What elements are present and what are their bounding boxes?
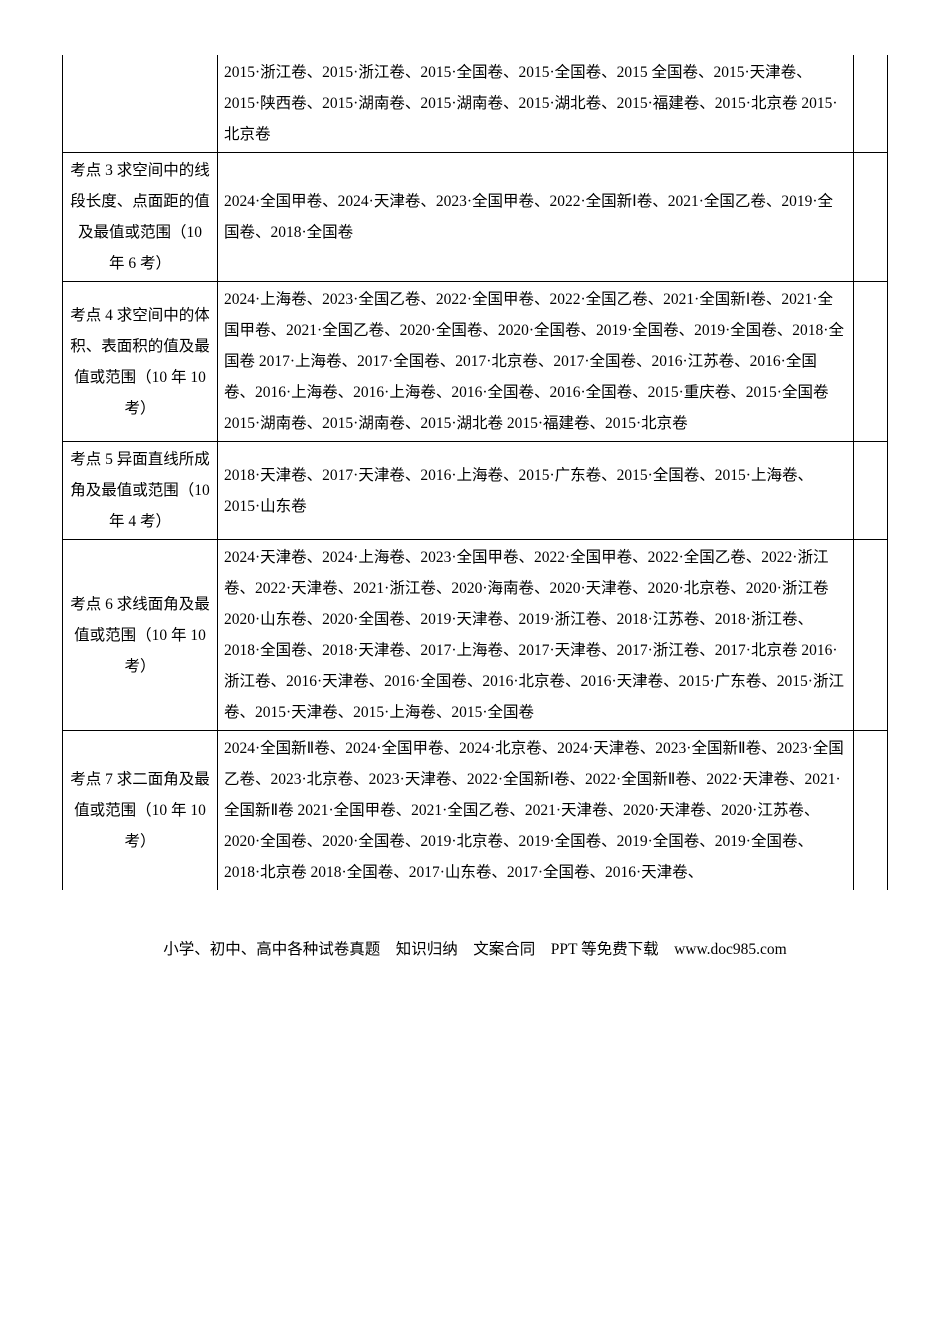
row-content: 2024·天津卷、2024·上海卷、2023·全国甲卷、2022·全国甲卷、20… — [218, 540, 854, 731]
row-tail — [854, 442, 888, 540]
footer-url: www.doc985.com — [674, 941, 787, 958]
row-label: 考点 7 求二面角及最值或范围（10 年 10 考） — [63, 731, 218, 891]
row-content: 2024·全国甲卷、2024·天津卷、2023·全国甲卷、2022·全国新Ⅰ卷、… — [218, 153, 854, 282]
row-label: 考点 6 求线面角及最值或范围（10 年 10 考） — [63, 540, 218, 731]
footer-text: 小学、初中、高中各种试卷真题 知识归纳 文案合同 PPT 等免费下载 — [163, 941, 674, 958]
table-row: 考点 6 求线面角及最值或范围（10 年 10 考） 2024·天津卷、2024… — [63, 540, 888, 731]
row-tail — [854, 282, 888, 442]
row-label — [63, 55, 218, 153]
row-content: 2024·全国新Ⅱ卷、2024·全国甲卷、2024·北京卷、2024·天津卷、2… — [218, 731, 854, 891]
page-footer: 小学、初中、高中各种试卷真题 知识归纳 文案合同 PPT 等免费下载 www.d… — [62, 938, 888, 963]
row-content: 2024·上海卷、2023·全国乙卷、2022·全国甲卷、2022·全国乙卷、2… — [218, 282, 854, 442]
exam-points-table: 2015·浙江卷、2015·浙江卷、2015·全国卷、2015·全国卷、2015… — [62, 55, 888, 890]
table-row: 2015·浙江卷、2015·浙江卷、2015·全国卷、2015·全国卷、2015… — [63, 55, 888, 153]
table-row: 考点 3 求空间中的线段长度、点面距的值及最值或范围（10 年 6 考） 202… — [63, 153, 888, 282]
table-row: 考点 7 求二面角及最值或范围（10 年 10 考） 2024·全国新Ⅱ卷、20… — [63, 731, 888, 891]
row-label: 考点 4 求空间中的体积、表面积的值及最值或范围（10 年 10 考） — [63, 282, 218, 442]
row-label: 考点 3 求空间中的线段长度、点面距的值及最值或范围（10 年 6 考） — [63, 153, 218, 282]
row-tail — [854, 153, 888, 282]
row-tail — [854, 55, 888, 153]
row-tail — [854, 731, 888, 891]
row-content: 2018·天津卷、2017·天津卷、2016·上海卷、2015·广东卷、2015… — [218, 442, 854, 540]
table-row: 考点 5 异面直线所成角及最值或范围（10 年 4 考） 2018·天津卷、20… — [63, 442, 888, 540]
row-label: 考点 5 异面直线所成角及最值或范围（10 年 4 考） — [63, 442, 218, 540]
row-content: 2015·浙江卷、2015·浙江卷、2015·全国卷、2015·全国卷、2015… — [218, 55, 854, 153]
row-tail — [854, 540, 888, 731]
table-row: 考点 4 求空间中的体积、表面积的值及最值或范围（10 年 10 考） 2024… — [63, 282, 888, 442]
